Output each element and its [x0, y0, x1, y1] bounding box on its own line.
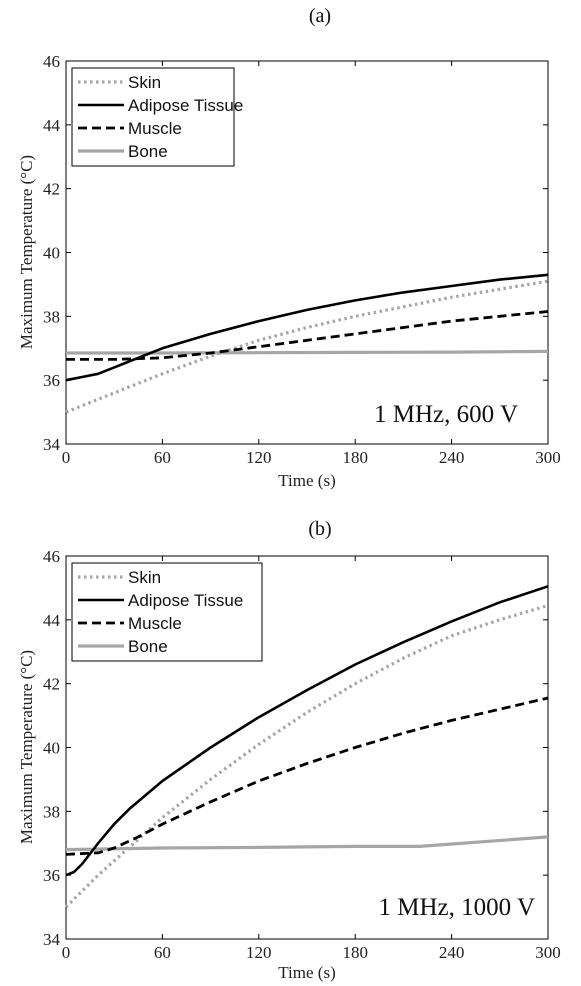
legend-label-bone-b: Bone	[128, 637, 168, 656]
x-tick-label-a: 60	[154, 448, 171, 467]
series-b	[64, 585, 549, 909]
series-line-adipose-tissue-b	[65, 585, 549, 877]
y-tick-label-b: 34	[43, 930, 61, 949]
y-tick-label-b: 38	[43, 802, 60, 821]
y-tick-label-b: 44	[43, 611, 61, 630]
series-line-muscle-a	[66, 310, 549, 361]
y-axis-label-b: Maximum Temperature (°C)	[17, 650, 36, 844]
panel-label-a: (a)	[309, 5, 331, 27]
series-line-muscle-b	[65, 696, 549, 856]
x-axis-label-b: Time (s)	[278, 963, 335, 982]
y-tick-label-b: 40	[43, 739, 60, 758]
y-tick-label-a: 36	[43, 371, 60, 390]
y-axis-label-a: Maximum Temperature (°C)	[17, 155, 36, 349]
x-tick-label-b: 120	[246, 943, 272, 962]
y-tick-label-a: 42	[43, 180, 60, 199]
series-line-skin-a	[65, 279, 549, 414]
x-axis-label-a: Time (s)	[278, 471, 335, 490]
legend-label-adipose-tissue-b: Adipose Tissue	[128, 591, 243, 610]
x-tick-label-a: 300	[535, 448, 561, 467]
series-a	[65, 273, 549, 414]
x-tick-label-a: 180	[342, 448, 368, 467]
legend-label-muscle-a: Muscle	[128, 119, 182, 138]
legend-label-adipose-tissue-a: Adipose Tissue	[128, 96, 243, 115]
x-tick-label-b: 240	[439, 943, 465, 962]
x-tick-label-b: 60	[154, 943, 171, 962]
y-tick-label-a: 46	[43, 52, 60, 71]
x-tick-label-a: 120	[246, 448, 272, 467]
x-tick-label-a: 240	[439, 448, 465, 467]
y-tick-label-b: 42	[43, 675, 60, 694]
annotation-a: 1 MHz, 600 V	[374, 401, 518, 428]
legend-entries-a: Skin Adipose Tissue Muscle Bone	[78, 73, 243, 161]
x-tick-label-b: 300	[535, 943, 561, 962]
y-tick-label-a: 40	[43, 244, 60, 263]
x-tick-label-a: 0	[62, 448, 71, 467]
annotation-b: 1 MHz, 1000 V	[379, 894, 535, 921]
y-tick-label-a: 34	[43, 435, 61, 454]
y-tick-label-a: 44	[43, 116, 61, 135]
series-line-bone-b	[65, 835, 549, 852]
y-tick-label-a: 38	[43, 307, 60, 326]
y-tick-label-b: 36	[43, 866, 60, 885]
x-tick-label-b: 0	[62, 943, 71, 962]
legend-label-skin-b: Skin	[128, 568, 161, 587]
legend-label-bone-a: Bone	[128, 142, 168, 161]
axis-ticks-a: 0 60 120 180 240 300 34 36 38 40 42 44 46	[43, 52, 561, 467]
axis-ticks-b: 0 60 120 180 240 300 34 36 38 40 42 44 46	[43, 547, 561, 962]
panel-label-b: (b)	[308, 518, 331, 540]
legend-label-skin-a: Skin	[128, 73, 161, 92]
y-tick-label-b: 46	[43, 547, 60, 566]
chart-b: (b) 0 60 120 180 240 300 34 36 38 40 42 44 46 Time (…	[17, 518, 561, 982]
chart-a: (a) 0 60 120 180 240 300 34 36 38 40 42 44 46 Time (…	[17, 5, 561, 490]
legend-label-muscle-b: Muscle	[128, 614, 182, 633]
series-line-bone-a	[66, 349, 549, 355]
legend-entries-b: Skin Adipose Tissue Muscle Bone	[78, 568, 243, 656]
x-tick-label-b: 180	[342, 943, 368, 962]
series-line-adipose-tissue-a	[65, 273, 549, 382]
